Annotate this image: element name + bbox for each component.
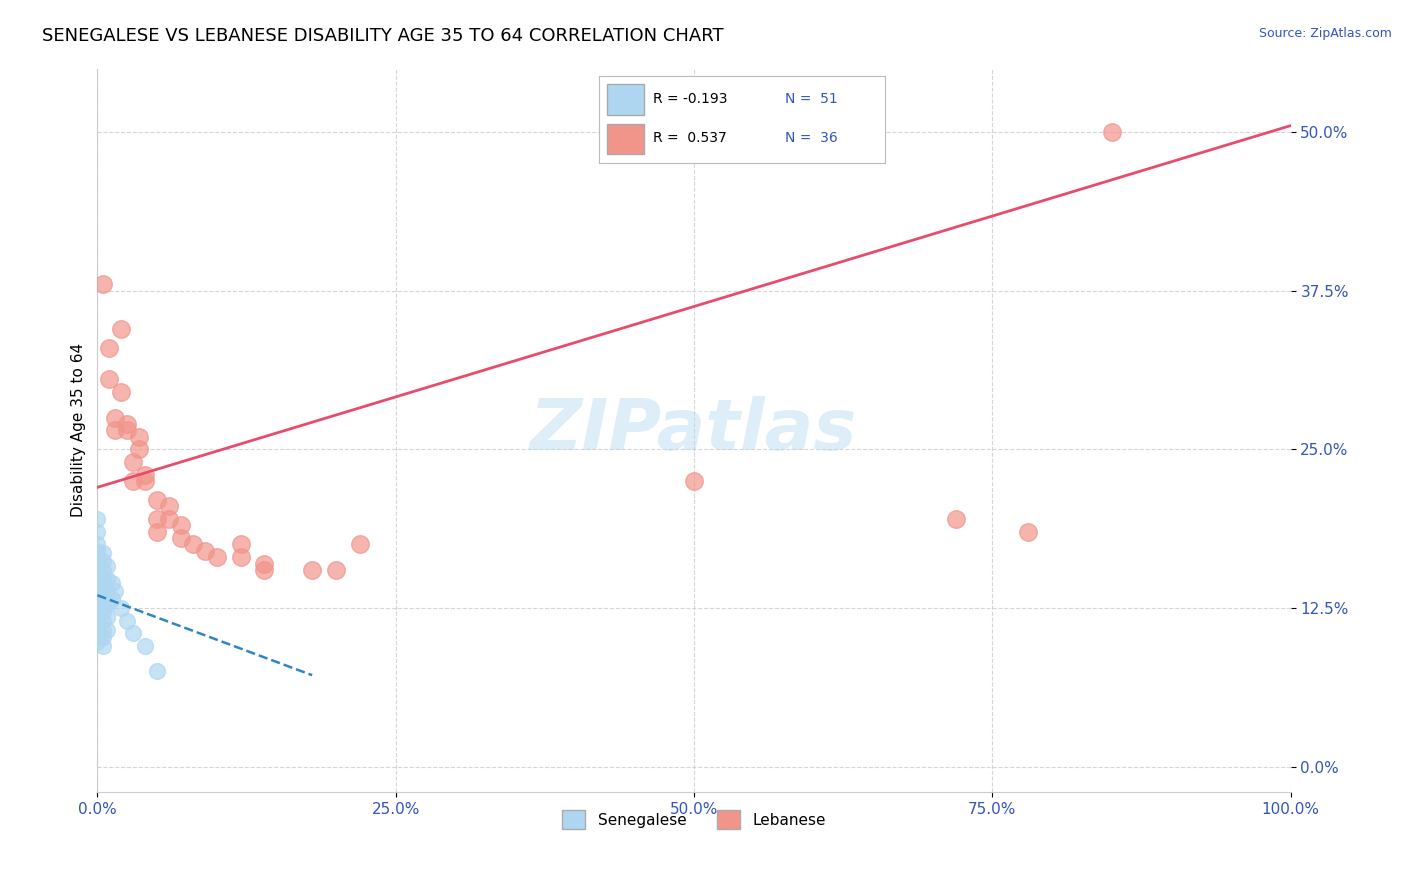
Point bbox=[100, 592, 122, 607]
Text: SENEGALESE VS LEBANESE DISABILITY AGE 35 TO 64 CORRELATION CHART: SENEGALESE VS LEBANESE DISABILITY AGE 35… bbox=[42, 27, 724, 45]
Point bbox=[104, 410, 127, 425]
Point bbox=[110, 385, 132, 400]
Point bbox=[253, 557, 276, 571]
Point bbox=[1101, 125, 1123, 139]
Point bbox=[86, 537, 108, 551]
Point bbox=[229, 550, 252, 565]
Point bbox=[86, 544, 108, 558]
Point bbox=[134, 639, 156, 653]
Y-axis label: Disability Age 35 to 64: Disability Age 35 to 64 bbox=[72, 343, 86, 517]
Point bbox=[91, 605, 114, 619]
Point bbox=[91, 630, 114, 644]
Point bbox=[86, 597, 108, 611]
Point bbox=[86, 601, 108, 615]
Point bbox=[86, 617, 108, 632]
Point bbox=[98, 341, 121, 355]
Point bbox=[86, 575, 108, 590]
Point bbox=[134, 467, 156, 482]
Point bbox=[86, 635, 108, 649]
Point bbox=[170, 531, 193, 545]
Point bbox=[146, 493, 169, 508]
Point bbox=[194, 544, 217, 558]
Text: Source: ZipAtlas.com: Source: ZipAtlas.com bbox=[1258, 27, 1392, 40]
Point bbox=[96, 559, 118, 574]
Point bbox=[128, 442, 150, 457]
Point bbox=[86, 550, 108, 565]
Point bbox=[115, 614, 138, 628]
Point bbox=[91, 277, 114, 292]
Point bbox=[86, 566, 108, 581]
Point bbox=[100, 575, 122, 590]
Point bbox=[86, 512, 108, 526]
Text: ZIPatlas: ZIPatlas bbox=[530, 396, 858, 465]
Point bbox=[205, 550, 228, 565]
Point bbox=[181, 537, 204, 551]
Point bbox=[157, 512, 180, 526]
Point bbox=[301, 563, 323, 577]
Point bbox=[349, 537, 371, 551]
Point bbox=[146, 665, 169, 679]
Point bbox=[86, 588, 108, 602]
Point bbox=[110, 322, 132, 336]
Point bbox=[146, 512, 169, 526]
Point bbox=[115, 417, 138, 431]
Point bbox=[86, 623, 108, 637]
Point bbox=[110, 601, 132, 615]
Point bbox=[91, 554, 114, 568]
Point bbox=[157, 500, 180, 514]
Legend: Senegalese, Lebanese: Senegalese, Lebanese bbox=[557, 804, 831, 835]
Point bbox=[86, 614, 108, 628]
Point bbox=[86, 630, 108, 644]
Point bbox=[104, 423, 127, 437]
Point bbox=[96, 584, 118, 599]
Point bbox=[146, 524, 169, 539]
Point bbox=[86, 559, 108, 574]
Point bbox=[86, 524, 108, 539]
Point bbox=[945, 512, 967, 526]
Point bbox=[91, 572, 114, 586]
Point bbox=[115, 423, 138, 437]
Point bbox=[91, 546, 114, 560]
Point bbox=[104, 584, 127, 599]
Point bbox=[128, 429, 150, 443]
Point bbox=[86, 626, 108, 640]
Point bbox=[86, 609, 108, 624]
Point bbox=[96, 597, 118, 611]
Point bbox=[86, 572, 108, 586]
Point bbox=[122, 474, 145, 488]
Point bbox=[170, 518, 193, 533]
Point bbox=[86, 554, 108, 568]
Point bbox=[96, 623, 118, 637]
Point bbox=[86, 579, 108, 593]
Point bbox=[122, 455, 145, 469]
Point bbox=[91, 579, 114, 593]
Point bbox=[86, 563, 108, 577]
Point bbox=[86, 584, 108, 599]
Point bbox=[1017, 524, 1039, 539]
Point bbox=[91, 639, 114, 653]
Point bbox=[91, 623, 114, 637]
Point bbox=[229, 537, 252, 551]
Point bbox=[96, 609, 118, 624]
Point bbox=[253, 563, 276, 577]
Point bbox=[134, 474, 156, 488]
Point bbox=[683, 474, 706, 488]
Point bbox=[91, 614, 114, 628]
Point bbox=[86, 605, 108, 619]
Point bbox=[91, 588, 114, 602]
Point bbox=[91, 563, 114, 577]
Point bbox=[325, 563, 347, 577]
Point bbox=[98, 372, 121, 386]
Point bbox=[96, 572, 118, 586]
Point bbox=[91, 597, 114, 611]
Point bbox=[86, 592, 108, 607]
Point bbox=[122, 626, 145, 640]
